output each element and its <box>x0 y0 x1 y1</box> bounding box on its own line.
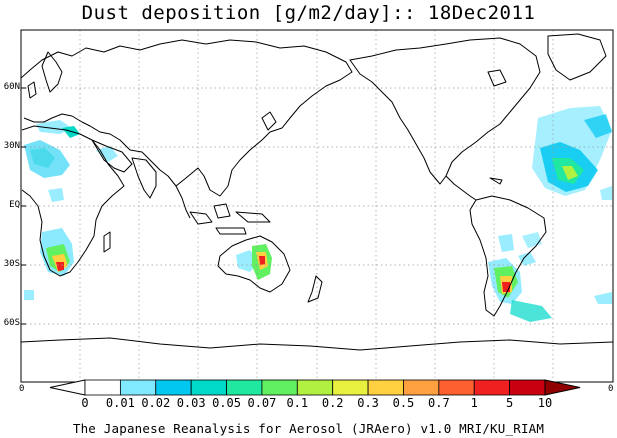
colorbar-tick-label: 0 <box>81 396 89 410</box>
colorbar-tick-label: 0.1 <box>286 396 309 410</box>
colorbar-cell <box>403 379 440 396</box>
colorbar-tick-label: 1 <box>470 396 478 410</box>
colorbar-cell <box>261 379 298 396</box>
colorbar-cell <box>544 379 581 396</box>
lat-label-60n: 60N <box>3 82 20 92</box>
colorbar-cell <box>155 379 192 396</box>
colorbar-tick-label: 10 <box>537 396 553 410</box>
corner-label-left: 0 <box>19 384 25 394</box>
lat-label-30n: 30N <box>3 141 20 151</box>
lat-label-30s: 30S <box>3 259 20 269</box>
colorbar-cell <box>84 379 121 396</box>
lat-label-60s: 60S <box>3 318 20 328</box>
colorbar-cell <box>473 379 511 396</box>
footer-credit: The Japanese Reanalysis for Aerosol (JRA… <box>72 421 545 436</box>
colorbar-cell <box>332 379 369 396</box>
colorbar-tick-label: 0.7 <box>428 396 450 410</box>
colorbar-cell <box>190 379 227 396</box>
colorbar-cell <box>509 379 546 396</box>
corner-label-right: 0 <box>608 384 614 394</box>
dust-shading <box>24 106 612 322</box>
colorbar-tick-label: 0.5 <box>392 396 415 410</box>
coastlines <box>21 33 613 351</box>
colorbar-tick-label: 5 <box>505 396 514 410</box>
colorbar <box>49 379 581 396</box>
colorbar-cell <box>367 379 404 396</box>
colorbar-tick-label: 0.2 <box>321 396 344 410</box>
map-title: Dust deposition [g/m2/day]:: 18Dec2011 <box>81 2 536 24</box>
colorbar-tick-label: 0.02 <box>141 396 171 410</box>
colorbar-tick-label: 0.05 <box>212 396 241 410</box>
colorbar-cell <box>119 379 157 396</box>
colorbar-cell <box>438 379 475 396</box>
colorbar-tick-label: 0.3 <box>357 396 379 410</box>
lat-label-eq: EQ <box>9 200 20 210</box>
colorbar-cell <box>49 379 86 396</box>
graticule <box>21 30 613 382</box>
colorbar-tick-label: 0.07 <box>247 396 277 410</box>
colorbar-cell <box>296 379 334 396</box>
colorbar-tick-label: 0.01 <box>105 396 135 410</box>
colorbar-tick-label: 0.03 <box>176 396 206 410</box>
colorbar-cell <box>226 379 263 396</box>
